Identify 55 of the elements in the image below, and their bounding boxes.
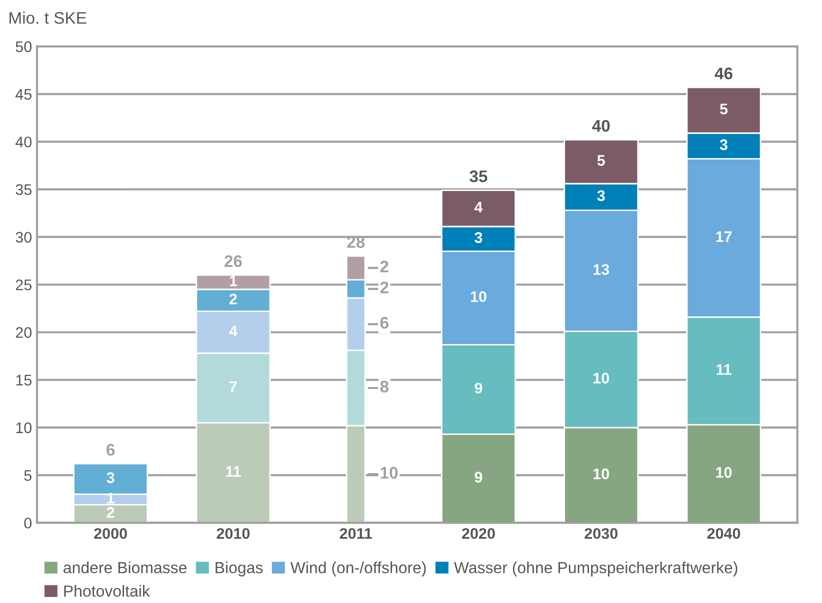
x-tick-label: 2040 (707, 528, 740, 539)
y-tick-label: 35 (16, 184, 32, 196)
data-label: 4 (229, 326, 238, 336)
y-tick-label: 0 (24, 518, 32, 528)
legend-label: andere Biomasse (64, 562, 187, 574)
data-label: 2 (380, 282, 388, 294)
data-label: 5 (720, 104, 728, 114)
data-label: 3 (720, 139, 728, 150)
y-tick-label: 10 (16, 422, 32, 434)
data-label: 3 (474, 232, 482, 244)
legend-label: Photovoltaik (64, 585, 150, 597)
data-label: 13 (594, 264, 610, 275)
data-label: 4 (474, 202, 483, 212)
data-label: 1 (230, 276, 238, 286)
data-label: 3 (597, 190, 605, 202)
y-axis-title: Mio. t SKE (10, 12, 86, 24)
total-label: 46 (714, 68, 732, 80)
data-label: 2 (229, 294, 237, 304)
data-label: 6 (380, 316, 388, 329)
data-label: 10 (716, 467, 732, 478)
data-label: 7 (230, 381, 237, 392)
data-label: 10 (594, 468, 609, 480)
x-tick-label: 2030 (584, 528, 618, 539)
data-label: 2 (106, 507, 114, 518)
total-label: 26 (224, 255, 242, 268)
data-label: 10 (594, 372, 609, 384)
y-tick-label: 5 (24, 470, 32, 481)
data-label: 10 (470, 291, 486, 302)
x-tick-label: 2020 (462, 528, 495, 539)
x-tick-label: 2000 (94, 528, 127, 539)
y-tick-label: 45 (15, 89, 32, 100)
data-label: 8 (380, 380, 389, 392)
data-label: 5 (597, 155, 605, 166)
y-tick-label: 25 (16, 279, 32, 290)
data-label: 10 (380, 466, 398, 479)
data-label: 11 (716, 364, 732, 375)
total-label: 40 (592, 120, 610, 132)
x-tick-label: 2010 (216, 528, 250, 539)
legend-label: Biogas (216, 562, 263, 576)
y-tick-label: 20 (16, 327, 32, 338)
data-label: 2 (380, 260, 388, 272)
data-label: 9 (474, 382, 482, 394)
data-label: 3 (106, 472, 114, 484)
y-tick-label: 40 (15, 136, 32, 148)
legend-label: Wasser (ohne Pumpspeicherkraftwerke) (454, 562, 738, 576)
data-label: 9 (474, 472, 482, 483)
y-tick-label: 15 (16, 374, 32, 386)
y-tick-label: 50 (16, 41, 32, 52)
y-tick-label: 30 (16, 232, 32, 243)
total-label: 6 (106, 444, 115, 456)
data-label: 17 (716, 231, 732, 242)
total-label: 35 (470, 170, 488, 182)
data-label: 11 (226, 466, 241, 477)
legend-label: Wind (on-/offshore) (290, 562, 426, 576)
x-tick-label: 2011 (340, 528, 372, 539)
